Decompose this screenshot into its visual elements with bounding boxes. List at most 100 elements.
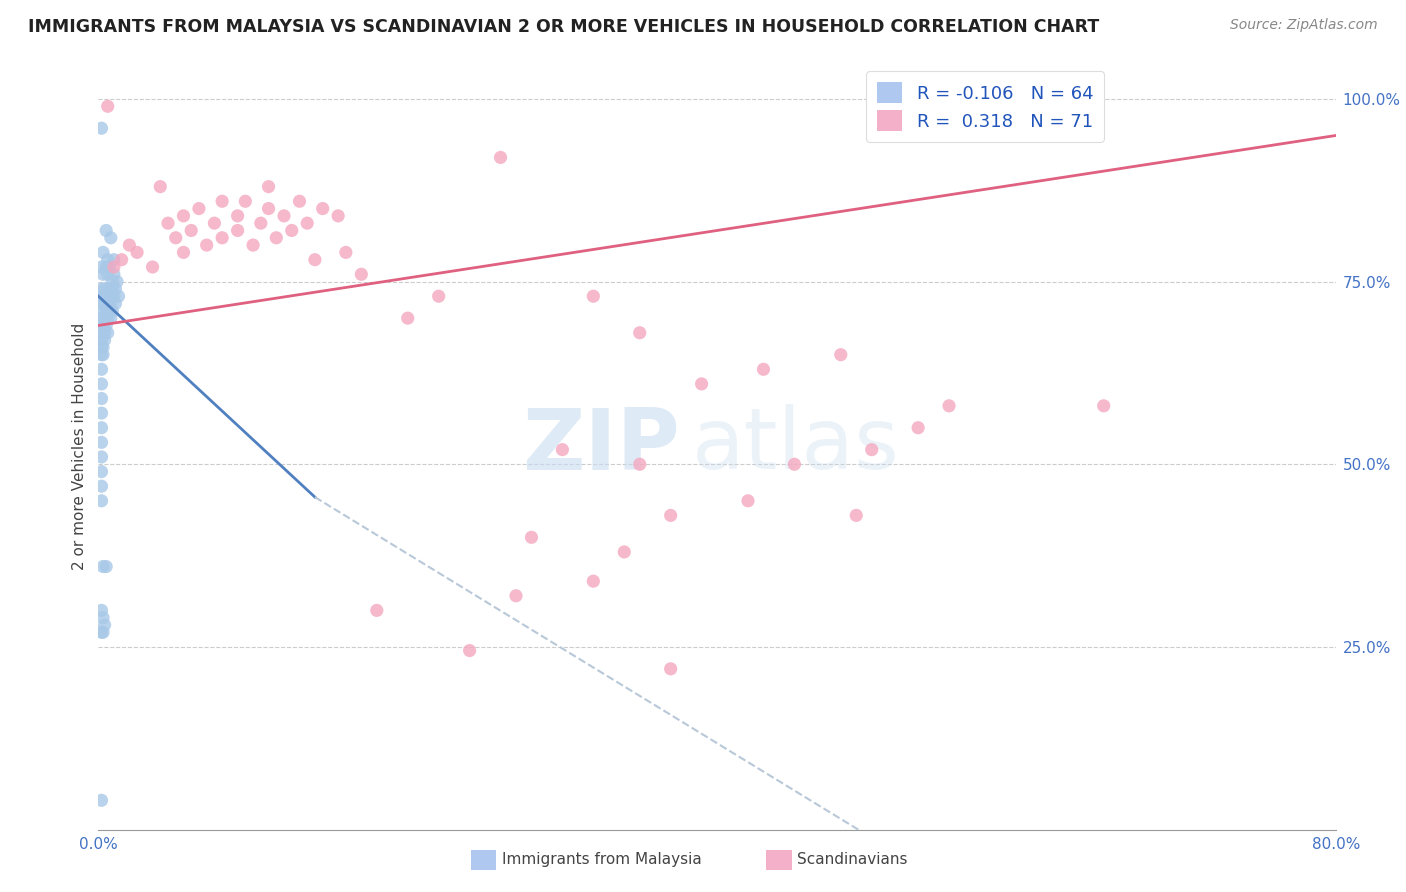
Point [90,406,112,420]
Point [98,303,121,318]
Point [93,311,115,326]
Point [257,202,280,216]
Point [226,223,249,237]
Point [101,282,124,296]
Text: IMMIGRANTS FROM MALAYSIA VS SCANDINAVIAN 2 OR MORE VEHICLES IN HOUSEHOLD CORRELA: IMMIGRANTS FROM MALAYSIA VS SCANDINAVIAN… [28,18,1099,36]
Point [91,245,114,260]
Point [628,457,651,471]
Point [103,260,125,274]
Point [91,625,114,640]
Point [90,348,112,362]
Point [613,545,636,559]
Point [91,303,114,318]
Point [100,296,122,310]
Point [93,296,115,310]
Point [520,530,543,544]
Point [489,150,512,164]
Point [107,289,129,303]
Text: atlas: atlas [692,404,900,488]
Point [783,457,806,471]
Point [165,231,187,245]
Point [96,318,118,333]
Point [860,442,883,457]
Point [1092,399,1115,413]
Point [90,435,112,450]
Point [90,326,112,340]
Point [90,333,112,347]
Point [427,289,450,303]
Point [90,260,112,274]
Text: Immigrants from Malaysia: Immigrants from Malaysia [502,853,702,867]
Point [312,202,335,216]
Point [505,589,527,603]
Point [98,282,121,296]
Point [233,194,257,209]
Point [226,209,249,223]
Point [101,275,124,289]
Point [91,318,114,333]
Point [264,231,288,245]
Text: Scandinavians: Scandinavians [797,853,908,867]
Text: ZIP: ZIP [522,404,681,488]
Point [396,311,419,326]
Point [104,296,127,310]
Point [1062,99,1084,113]
Point [90,392,112,406]
Point [845,508,868,523]
Point [257,179,280,194]
Point [91,268,114,282]
Point [907,421,929,435]
Point [211,231,233,245]
Point [93,282,115,296]
Point [250,216,273,230]
Point [90,121,112,136]
Point [90,465,112,479]
Point [97,268,120,282]
Point [127,245,149,260]
Point [96,260,118,274]
Point [97,99,120,113]
Point [91,289,114,303]
Point [335,245,357,260]
Point [90,603,112,617]
Point [96,223,118,237]
Point [551,442,574,457]
Point [211,194,233,209]
Point [90,362,112,376]
Point [582,289,605,303]
Point [91,610,114,624]
Point [830,348,852,362]
Point [984,99,1007,113]
Point [100,231,122,245]
Point [90,625,112,640]
Point [273,209,295,223]
Point [172,245,194,260]
Point [690,376,713,391]
Point [304,252,326,267]
Point [93,326,115,340]
Point [628,326,651,340]
Point [101,303,124,318]
Point [97,311,120,326]
Point [90,340,112,354]
Point [93,333,115,347]
Point [737,493,759,508]
Point [350,268,373,282]
Point [366,603,388,617]
Y-axis label: 2 or more Vehicles in Household: 2 or more Vehicles in Household [72,322,87,570]
Point [582,574,605,589]
Point [157,216,180,230]
Point [97,252,120,267]
Point [326,209,350,223]
Point [93,618,115,632]
Point [91,559,114,574]
Point [98,260,121,274]
Point [96,559,118,574]
Point [103,289,125,303]
Point [90,296,112,310]
Point [105,275,128,289]
Point [104,282,127,296]
Point [242,238,264,252]
Point [103,252,125,267]
Point [659,508,682,523]
